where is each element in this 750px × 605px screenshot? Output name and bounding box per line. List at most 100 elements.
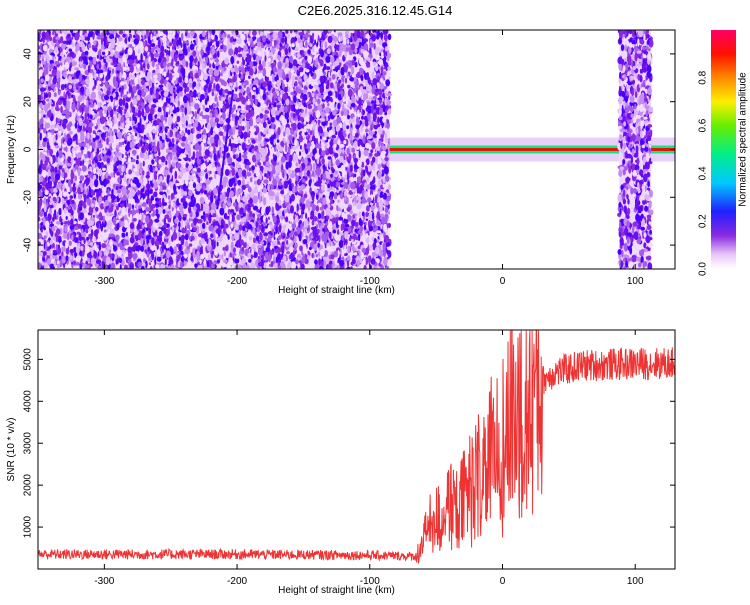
heatmap-cell <box>89 82 93 89</box>
heatmap-cell <box>188 180 194 188</box>
heatmap-cell <box>383 71 387 76</box>
heatmap-cell <box>188 236 192 241</box>
heatmap-cell <box>204 107 210 113</box>
heatmap-cell <box>268 52 274 56</box>
heatmap-cell <box>264 99 267 105</box>
heatmap-cell <box>133 34 136 38</box>
heatmap-cell <box>73 260 76 266</box>
heatmap-cell <box>178 76 183 83</box>
heatmap-cell <box>357 229 363 234</box>
heatmap-cell <box>129 141 135 149</box>
heatmap-cell <box>246 172 252 177</box>
heatmap-cell <box>38 137 41 146</box>
heatmap-cell <box>217 264 222 269</box>
heatmap-cell <box>387 184 392 191</box>
heatmap-cell <box>103 249 107 256</box>
heatmap-cell <box>237 53 243 58</box>
heatmap-cell <box>218 127 222 132</box>
heatmap-cell <box>369 47 372 55</box>
heatmap-cell <box>237 179 242 186</box>
heatmap-cell <box>378 39 383 46</box>
heatmap-cell <box>223 259 228 264</box>
heatmap-cell <box>180 250 184 255</box>
heatmap-cell <box>190 255 194 262</box>
heatmap-cell <box>209 170 212 174</box>
heatmap-cell <box>187 134 193 143</box>
heatmap-cell <box>384 206 389 213</box>
heatmap-cell <box>63 71 67 78</box>
heatmap-cell <box>267 253 272 263</box>
heatmap-cell <box>283 131 286 137</box>
heatmap-cell <box>284 174 287 181</box>
heatmap-cell <box>47 91 52 98</box>
heatmap-cell <box>85 177 90 186</box>
heatmap-cell <box>256 41 262 48</box>
heatmap-cell <box>192 139 196 144</box>
heatmap-cell <box>136 155 139 160</box>
heatmap-cell <box>314 182 318 186</box>
heatmap-cell <box>74 67 80 71</box>
heatmap-cell <box>101 243 107 249</box>
heatmap-cell <box>98 80 102 85</box>
heatmap-cell <box>372 112 377 121</box>
heatmap-cell <box>195 211 200 217</box>
heatmap-cell <box>210 191 214 196</box>
heatmap-cell <box>53 92 57 97</box>
heatmap-cell <box>149 188 152 195</box>
heatmap-cell <box>110 177 115 183</box>
heatmap-cell <box>306 264 310 269</box>
heatmap-cell <box>286 251 291 255</box>
heatmap-cell <box>320 174 323 181</box>
heatmap-cell <box>310 226 316 231</box>
heatmap-cell <box>324 41 328 49</box>
heatmap-cell <box>248 258 252 263</box>
heatmap-cell <box>371 142 376 150</box>
heatmap-cell <box>384 90 387 98</box>
heatmap-cell <box>142 160 145 167</box>
heatmap-cell <box>345 238 348 245</box>
heatmap-cell <box>357 233 361 242</box>
heatmap-cell <box>335 66 339 73</box>
heatmap-cell <box>358 211 362 219</box>
heatmap-cell <box>152 227 156 233</box>
heatmap-cell <box>384 174 389 182</box>
heatmap-cell <box>165 160 168 165</box>
heatmap-cell <box>385 214 389 219</box>
heatmap-cell <box>336 58 340 66</box>
heatmap-cell <box>310 210 315 218</box>
heatmap-cell <box>354 173 357 178</box>
heatmap-cell <box>167 265 171 269</box>
heatmap-cell <box>153 30 156 36</box>
heatmap-cell <box>75 262 81 266</box>
heatmap-cell <box>96 174 99 180</box>
heatmap-cell <box>347 84 351 89</box>
heatmap-cell <box>299 41 304 49</box>
heatmap-cell <box>340 122 343 129</box>
heatmap-cell <box>210 75 214 83</box>
heatmap-cell <box>186 110 190 115</box>
heatmap-cell <box>155 264 159 269</box>
heatmap-cell <box>118 47 121 52</box>
heatmap-cell <box>364 221 367 226</box>
heatmap-cell <box>275 256 279 264</box>
heatmap-cell <box>134 30 137 35</box>
heatmap-cell <box>242 154 245 158</box>
heatmap-cell <box>362 62 367 71</box>
heatmap-cell <box>92 130 96 135</box>
heatmap-cell <box>366 177 370 182</box>
heatmap-cell <box>252 36 257 40</box>
page-title: C2E6.2025.316.12.45.G14 <box>298 3 453 18</box>
heatmap-cell <box>80 261 83 265</box>
heatmap-cell <box>318 258 321 265</box>
heatmap-cell <box>228 82 234 87</box>
heatmap-cell <box>129 116 132 122</box>
heatmap-cell <box>346 125 350 130</box>
heatmap-cell <box>379 235 382 241</box>
heatmap-cell <box>254 180 257 185</box>
heatmap-cell <box>94 178 99 188</box>
heatmap-cell <box>177 100 180 107</box>
heatmap-cell <box>54 145 60 149</box>
